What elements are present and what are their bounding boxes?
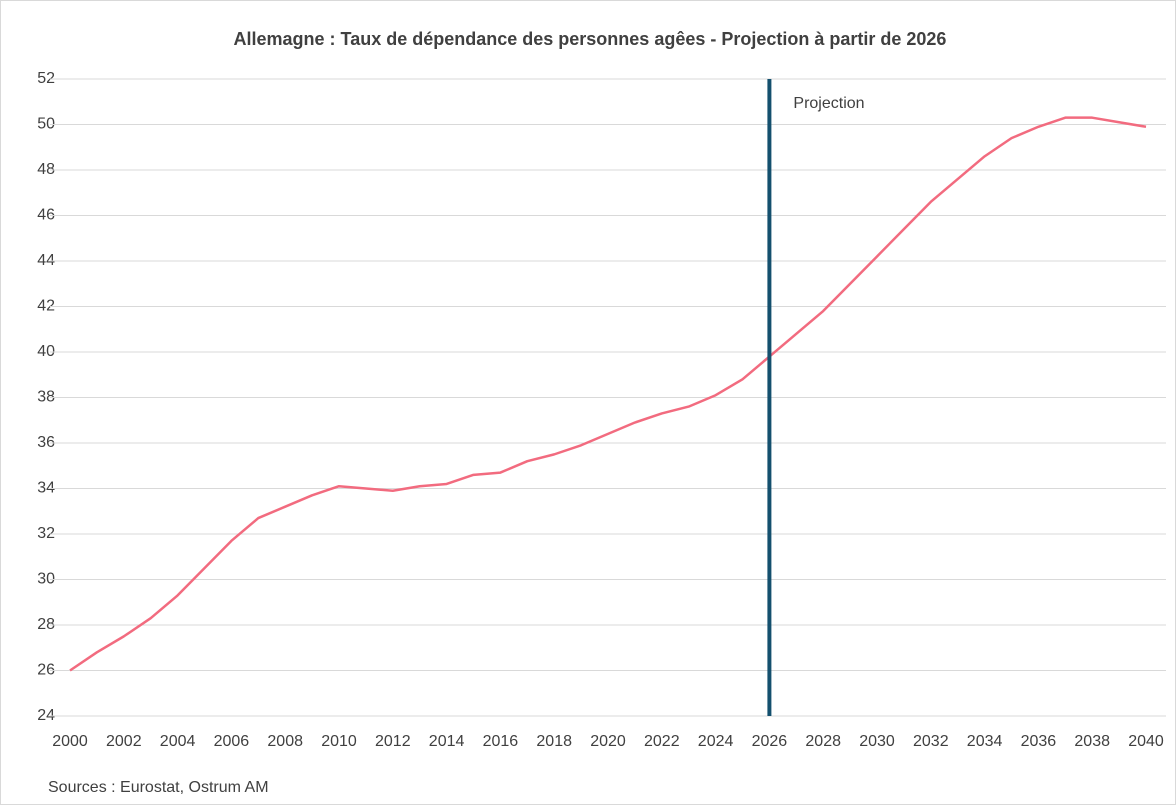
x-tick-label: 2038 <box>1074 733 1110 750</box>
x-tick-label: 2026 <box>752 733 788 750</box>
projection-label: Projection <box>793 95 864 112</box>
x-tick-label: 2032 <box>913 733 949 750</box>
chart-title: Allemagne : Taux de dépendance des perso… <box>234 29 947 49</box>
x-tick-label: 2010 <box>321 733 357 750</box>
x-tick-label: 2018 <box>536 733 572 750</box>
x-tick-label: 2004 <box>160 733 196 750</box>
y-tick-label: 24 <box>37 707 55 724</box>
y-tick-label: 40 <box>37 343 55 360</box>
y-tick-label: 42 <box>37 298 55 315</box>
y-tick-label: 38 <box>37 389 55 406</box>
x-tick-label: 2002 <box>106 733 142 750</box>
y-tick-label: 48 <box>37 161 55 178</box>
y-tick-label: 32 <box>37 525 55 542</box>
y-tick-label: 28 <box>37 616 55 633</box>
x-tick-label: 2030 <box>859 733 895 750</box>
x-tick-label: 2014 <box>429 733 465 750</box>
y-tick-label: 52 <box>37 70 55 87</box>
x-tick-label: 2022 <box>644 733 680 750</box>
y-tick-label: 50 <box>37 116 55 133</box>
data-line <box>69 116 1147 672</box>
x-tick-label: 2040 <box>1128 733 1164 750</box>
y-tick-label: 34 <box>37 480 55 497</box>
x-tick-label: 2012 <box>375 733 411 750</box>
y-tick-label: 46 <box>37 207 55 224</box>
x-tick-label: 2024 <box>698 733 734 750</box>
x-tick-label: 2016 <box>483 733 519 750</box>
x-tick-label: 2008 <box>267 733 303 750</box>
source-note: Sources : Eurostat, Ostrum AM <box>48 779 269 796</box>
x-tick-label: 2006 <box>214 733 250 750</box>
y-tick-label: 44 <box>37 252 55 269</box>
x-tick-label: 2000 <box>52 733 88 750</box>
x-tick-label: 2034 <box>967 733 1003 750</box>
y-tick-label: 30 <box>37 571 55 588</box>
x-tick-label: 2028 <box>805 733 841 750</box>
y-tick-label: 36 <box>37 434 55 451</box>
y-tick-label: 26 <box>37 662 55 679</box>
x-tick-label: 2020 <box>590 733 626 750</box>
x-tick-label: 2036 <box>1021 733 1057 750</box>
